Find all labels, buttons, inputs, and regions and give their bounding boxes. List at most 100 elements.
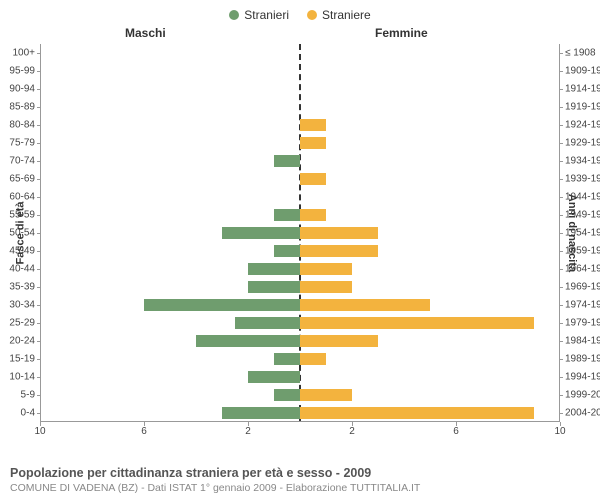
age-label: 30-34 bbox=[9, 300, 41, 311]
birth-year-label: 1934-1938 bbox=[559, 156, 600, 167]
bar-female bbox=[300, 137, 326, 149]
x-tick-label: 10 bbox=[34, 426, 45, 437]
birth-year-label: 1984-1988 bbox=[559, 336, 600, 347]
table-row: 5-91999-2003 bbox=[41, 386, 559, 404]
birth-year-label: 1944-1948 bbox=[559, 192, 600, 203]
table-row: 100+≤ 1908 bbox=[41, 44, 559, 62]
age-label: 85-89 bbox=[9, 102, 41, 113]
column-headers: Maschi Femmine bbox=[0, 26, 600, 44]
bar-male bbox=[235, 317, 300, 329]
birth-year-label: 1939-1943 bbox=[559, 174, 600, 185]
table-row: 45-491959-1963 bbox=[41, 242, 559, 260]
legend-male-swatch bbox=[229, 10, 239, 20]
x-tick-label: 10 bbox=[554, 426, 565, 437]
birth-year-label: 1969-1973 bbox=[559, 282, 600, 293]
table-row: 70-741934-1938 bbox=[41, 152, 559, 170]
bar-male bbox=[274, 155, 300, 167]
birth-year-label: 1909-1913 bbox=[559, 66, 600, 77]
bar-female bbox=[300, 317, 534, 329]
bar-female bbox=[300, 281, 352, 293]
table-row: 90-941914-1918 bbox=[41, 80, 559, 98]
age-label: 100+ bbox=[12, 48, 41, 59]
birth-year-label: ≤ 1908 bbox=[559, 48, 596, 59]
bar-female bbox=[300, 119, 326, 131]
age-label: 90-94 bbox=[9, 84, 41, 95]
age-label: 55-59 bbox=[9, 210, 41, 221]
birth-year-label: 1974-1978 bbox=[559, 300, 600, 311]
table-row: 40-441964-1968 bbox=[41, 260, 559, 278]
x-tick-label: 6 bbox=[141, 426, 147, 437]
bar-female bbox=[300, 335, 378, 347]
age-label: 70-74 bbox=[9, 156, 41, 167]
header-male: Maschi bbox=[125, 26, 166, 40]
age-label: 50-54 bbox=[9, 228, 41, 239]
legend-male-label: Stranieri bbox=[244, 8, 289, 22]
table-row: 65-691939-1943 bbox=[41, 170, 559, 188]
age-label: 60-64 bbox=[9, 192, 41, 203]
bar-male bbox=[248, 281, 300, 293]
bar-male bbox=[144, 299, 300, 311]
birth-year-label: 1914-1918 bbox=[559, 84, 600, 95]
bar-male bbox=[222, 407, 300, 419]
table-row: 80-841924-1928 bbox=[41, 116, 559, 134]
age-label: 20-24 bbox=[9, 336, 41, 347]
header-female: Femmine bbox=[375, 26, 428, 40]
plot-area: Fasce di età Anni di nascita 100+≤ 19089… bbox=[40, 44, 560, 422]
population-pyramid-chart: Stranieri Straniere Maschi Femmine Fasce… bbox=[0, 8, 600, 440]
table-row: 30-341974-1978 bbox=[41, 296, 559, 314]
birth-year-label: 1949-1953 bbox=[559, 210, 600, 221]
birth-year-label: 1999-2003 bbox=[559, 390, 600, 401]
chart-subtitle: COMUNE DI VADENA (BZ) - Dati ISTAT 1° ge… bbox=[10, 482, 590, 494]
birth-year-label: 2004-2008 bbox=[559, 408, 600, 419]
legend-female: Straniere bbox=[307, 8, 371, 22]
age-label: 15-19 bbox=[9, 354, 41, 365]
chart-footer: Popolazione per cittadinanza straniera p… bbox=[10, 466, 590, 494]
bar-male bbox=[274, 353, 300, 365]
chart-title: Popolazione per cittadinanza straniera p… bbox=[10, 466, 590, 480]
birth-year-label: 1964-1968 bbox=[559, 264, 600, 275]
bar-female bbox=[300, 209, 326, 221]
bar-male bbox=[248, 263, 300, 275]
bar-male bbox=[274, 209, 300, 221]
table-row: 15-191989-1993 bbox=[41, 350, 559, 368]
age-label: 40-44 bbox=[9, 264, 41, 275]
table-row: 95-991909-1913 bbox=[41, 62, 559, 80]
legend-female-label: Straniere bbox=[322, 8, 371, 22]
age-label: 35-39 bbox=[9, 282, 41, 293]
table-row: 85-891919-1923 bbox=[41, 98, 559, 116]
bar-female bbox=[300, 353, 326, 365]
legend: Stranieri Straniere bbox=[0, 8, 600, 22]
table-row: 25-291979-1983 bbox=[41, 314, 559, 332]
age-label: 95-99 bbox=[9, 66, 41, 77]
age-label: 25-29 bbox=[9, 318, 41, 329]
table-row: 35-391969-1973 bbox=[41, 278, 559, 296]
table-row: 55-591949-1953 bbox=[41, 206, 559, 224]
table-row: 0-42004-2008 bbox=[41, 404, 559, 422]
birth-year-label: 1919-1923 bbox=[559, 102, 600, 113]
bar-female bbox=[300, 245, 378, 257]
table-row: 60-641944-1948 bbox=[41, 188, 559, 206]
legend-female-swatch bbox=[307, 10, 317, 20]
age-label: 65-69 bbox=[9, 174, 41, 185]
x-tick-label: 6 bbox=[453, 426, 459, 437]
table-row: 20-241984-1988 bbox=[41, 332, 559, 350]
legend-male: Stranieri bbox=[229, 8, 289, 22]
birth-year-label: 1929-1933 bbox=[559, 138, 600, 149]
table-row: 10-141994-1998 bbox=[41, 368, 559, 386]
age-label: 45-49 bbox=[9, 246, 41, 257]
age-label: 75-79 bbox=[9, 138, 41, 149]
bar-male bbox=[196, 335, 300, 347]
age-label: 80-84 bbox=[9, 120, 41, 131]
bar-female bbox=[300, 407, 534, 419]
bar-male bbox=[274, 389, 300, 401]
bar-female bbox=[300, 263, 352, 275]
bar-male bbox=[222, 227, 300, 239]
x-tick-label: 2 bbox=[245, 426, 251, 437]
birth-year-label: 1989-1993 bbox=[559, 354, 600, 365]
x-axis: 10622610 bbox=[40, 422, 560, 440]
table-row: 75-791929-1933 bbox=[41, 134, 559, 152]
bar-female bbox=[300, 227, 378, 239]
birth-year-label: 1959-1963 bbox=[559, 246, 600, 257]
bar-female bbox=[300, 173, 326, 185]
table-row: 50-541954-1958 bbox=[41, 224, 559, 242]
